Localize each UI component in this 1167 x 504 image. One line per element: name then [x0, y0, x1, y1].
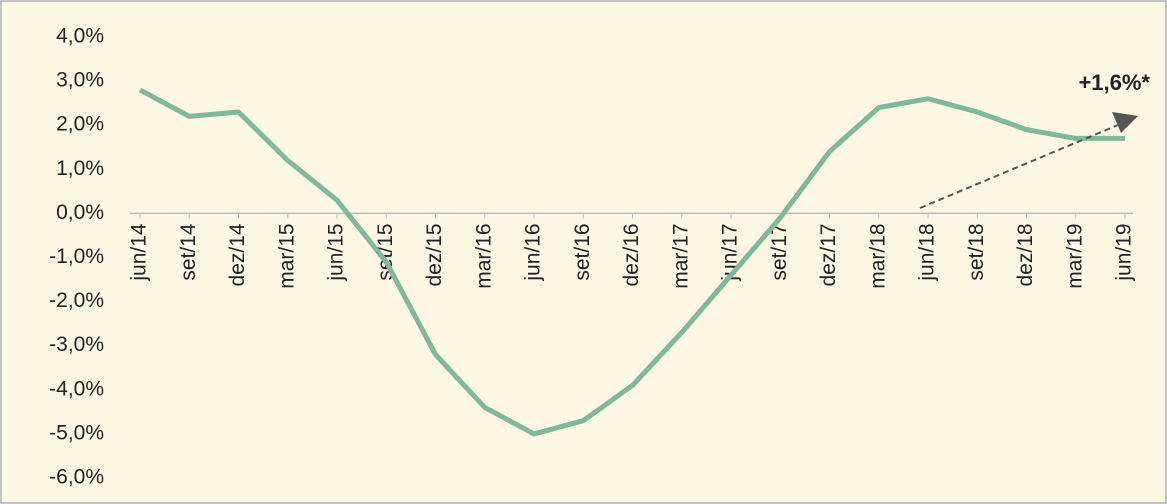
y-tick-label: -2,0% — [49, 289, 104, 312]
y-tick-label: 2,0% — [56, 113, 104, 136]
y-tick-label: -1,0% — [49, 245, 104, 268]
y-tick-label: -5,0% — [49, 421, 104, 444]
x-tick-label: dez/14 — [226, 223, 249, 286]
x-tick-label: dez/17 — [817, 223, 840, 286]
x-tick-label: jun/19 — [1113, 223, 1136, 281]
y-tick-label: 0,0% — [56, 201, 104, 224]
x-tick-label: set/16 — [571, 223, 594, 280]
x-tick-label: dez/18 — [1014, 223, 1037, 286]
x-tick-label: mar/19 — [1063, 223, 1086, 288]
y-tick-label: 4,0% — [56, 25, 104, 48]
y-tick-label: -6,0% — [49, 466, 104, 489]
y-tick-label: 3,0% — [56, 69, 104, 92]
y-tick-label: 1,0% — [56, 157, 104, 180]
trend-arrow — [919, 124, 1119, 209]
x-tick-label: mar/18 — [866, 223, 889, 288]
y-tick-label: -4,0% — [49, 377, 104, 400]
x-tick-label: jun/15 — [325, 223, 348, 281]
x-tick-label: dez/15 — [423, 223, 446, 286]
annotation: +1,6%* — [1078, 70, 1150, 95]
x-tick-label: set/18 — [965, 223, 988, 280]
series-line — [138, 87, 1125, 437]
x-tick-label: jun/16 — [522, 223, 545, 281]
x-tick-label: mar/16 — [472, 223, 495, 288]
x-tick-label: set/17 — [768, 223, 791, 280]
x-tick-label: jun/18 — [916, 223, 939, 281]
x-tick-label: mar/15 — [275, 223, 298, 288]
x-tick-label: set/14 — [177, 223, 200, 281]
x-tick-label: dez/16 — [620, 223, 643, 286]
y-tick-label: -3,0% — [49, 333, 104, 356]
x-tick-label: jun/14 — [128, 223, 151, 282]
arrow-head — [1112, 112, 1138, 133]
x-tick-label: mar/17 — [669, 223, 692, 288]
